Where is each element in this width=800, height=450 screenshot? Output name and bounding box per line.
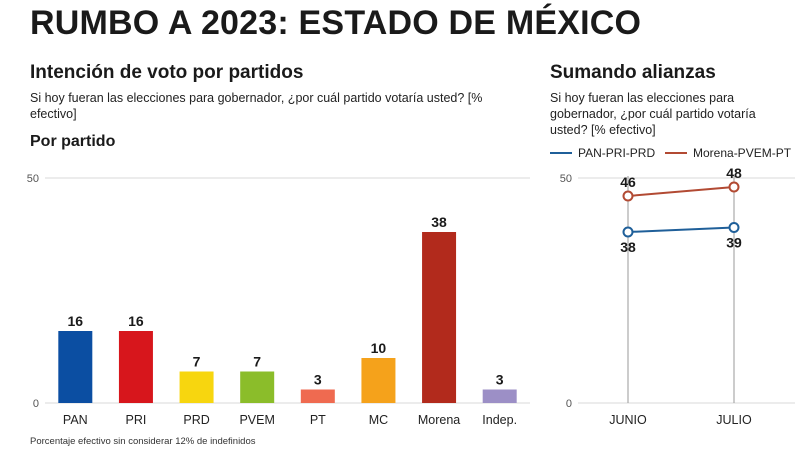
data-label-pan-pri-prd-junio: 38 (620, 239, 636, 255)
left-panel-title: Intención de voto por partidos (30, 62, 304, 83)
series-line-pan-pri-prd (627, 226, 735, 233)
point-morena-pvem-pt-junio (622, 190, 634, 202)
line-chart: 0 50 JUNIO JULIO 38 39 46 48 (560, 165, 795, 427)
x-tick-label-indep: Indep. (482, 413, 517, 427)
main-title: RUMBO A 2023: ESTADO DE MÉXICO (30, 4, 642, 42)
bar-pan (58, 331, 93, 403)
bar-pri (118, 331, 153, 403)
bar-value-label-pri: 16 (128, 313, 144, 329)
bar-value-label-pvem: 7 (253, 354, 261, 370)
legend-swatch-pan-pri-prd (550, 152, 572, 154)
bar-mc (361, 358, 396, 403)
bar-value-label-mc: 10 (371, 340, 387, 356)
legend-swatch-morena-pvem-pt (665, 152, 687, 154)
data-label-morena-pvem-pt-julio: 48 (726, 165, 742, 181)
bar-indep (482, 389, 517, 403)
x-tick-label-pvem: PVEM (239, 413, 274, 427)
x-tick-label-pri: PRI (126, 413, 147, 427)
line-x-tick-label-julio: JULIO (716, 413, 752, 427)
bar-value-label-indep: 3 (496, 372, 504, 388)
data-label-morena-pvem-pt-junio: 46 (620, 174, 636, 190)
bar-value-label-prd: 7 (193, 354, 201, 370)
bar-pt (300, 389, 335, 403)
right-panel-question: Si hoy fueran las elecciones para gobern… (550, 91, 756, 137)
x-tick-label-pt: PT (310, 413, 326, 427)
left-panel-question: Si hoy fueran las elecciones para gobern… (30, 91, 483, 121)
point-morena-pvem-pt-julio (728, 181, 740, 193)
footnote: Porcentaje efectivo sin considerar 12% d… (30, 436, 256, 447)
y-tick-label-50: 50 (27, 173, 39, 185)
legend-label-pan-pri-prd: PAN-PRI-PRD (578, 146, 656, 160)
bar-prd (179, 371, 214, 403)
point-pan-pri-prd-julio (728, 222, 740, 233)
legend-label-morena-pvem-pt: Morena-PVEM-PT (693, 146, 792, 160)
series-line-morena-pvem-pt (627, 186, 735, 197)
bar-chart: 0 50 16 PAN 16 PRI 7 PRD 7 PVEM 3 PT 10 MC 38 Morena 3 In… (27, 173, 530, 427)
bar-pvem (240, 371, 275, 403)
bar-value-label-morena: 38 (431, 214, 447, 230)
bar-chart-subtitle: Por partido (30, 133, 116, 150)
x-tick-label-pan: PAN (63, 413, 88, 427)
point-pan-pri-prd-junio (622, 226, 634, 238)
x-tick-label-prd: PRD (183, 413, 209, 427)
bar-value-label-pt: 3 (314, 372, 322, 388)
legend-item-morena-pvem-pt: Morena-PVEM-PT (665, 146, 791, 160)
bar-value-label-pan: 16 (68, 313, 84, 329)
line-chart-legend: PAN-PRI-PRD Morena-PVEM-PT (550, 146, 791, 162)
line-y-tick-label-50: 50 (560, 173, 572, 185)
x-tick-label-morena: Morena (418, 413, 460, 427)
x-tick-label-mc: MC (369, 413, 388, 427)
y-tick-label-0: 0 (33, 398, 39, 410)
bar-morena (422, 232, 457, 403)
line-x-tick-label-junio: JUNIO (609, 413, 647, 427)
right-panel-title: Sumando alianzas (550, 62, 716, 83)
legend-item-pan-pri-prd: PAN-PRI-PRD (550, 146, 655, 160)
data-label-pan-pri-prd-julio: 39 (726, 235, 742, 251)
line-y-tick-label-0: 0 (566, 398, 572, 410)
